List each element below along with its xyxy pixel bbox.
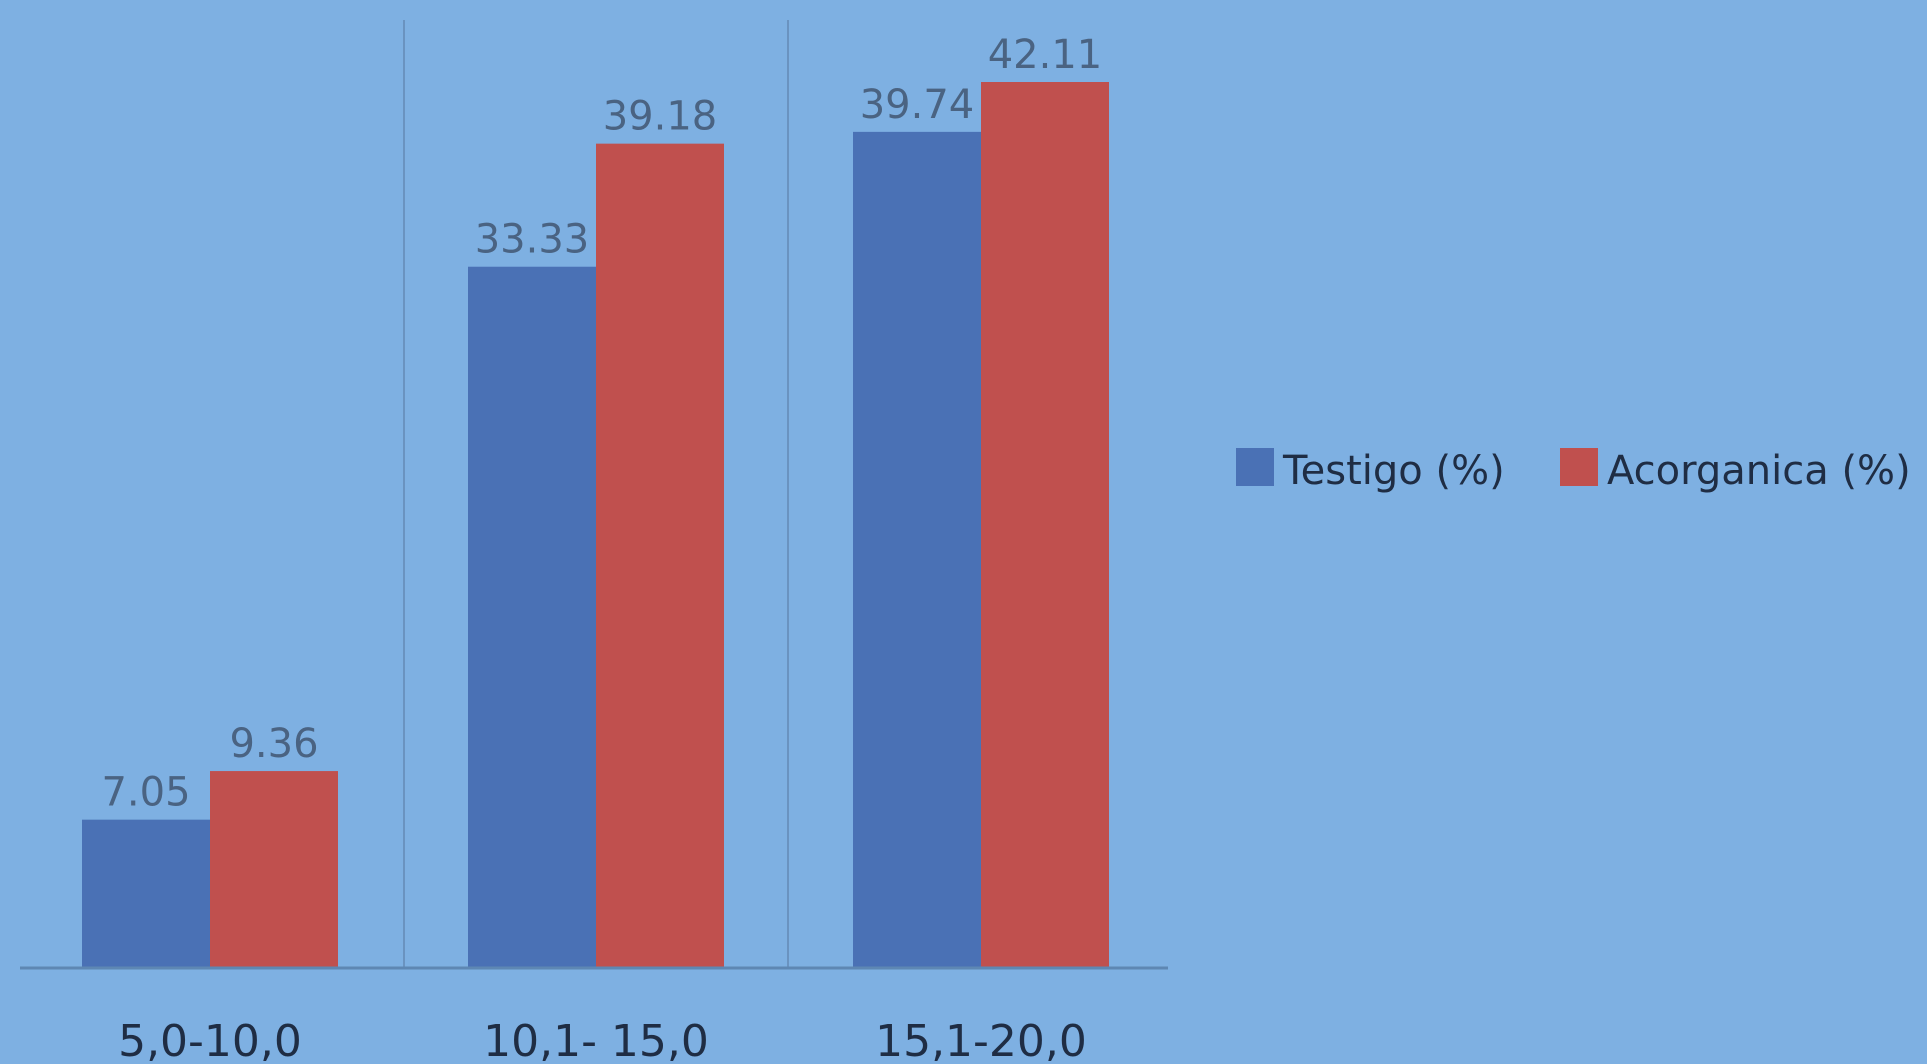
bar-testigo-0 <box>82 819 210 968</box>
legend-label-testigo: Testigo (%) <box>1282 448 1505 494</box>
category-label-2: 15,1-20,0 <box>875 1016 1087 1064</box>
bar-testigo-1 <box>468 266 596 968</box>
bars-group <box>82 82 1109 968</box>
legend: Testigo (%) Acorganica (%) <box>1236 448 1911 494</box>
bar-acorganica-0 <box>210 771 338 968</box>
bar-acorganica-1 <box>596 143 724 968</box>
data-label-acorganica-2: 42.11 <box>988 32 1103 78</box>
legend-swatch-testigo <box>1236 448 1274 486</box>
bar-testigo-2 <box>853 131 981 968</box>
category-label-0: 5,0-10,0 <box>118 1016 302 1064</box>
data-label-testigo-1: 33.33 <box>475 217 590 263</box>
data-label-testigo-0: 7.05 <box>101 770 190 816</box>
legend-label-acorganica: Acorganica (%) <box>1607 448 1911 494</box>
category-labels-group: 5,0-10,0 10,1- 15,0 15,1-20,0 <box>118 1016 1087 1064</box>
data-label-testigo-2: 39.74 <box>860 82 975 128</box>
legend-swatch-acorganica <box>1560 448 1598 486</box>
data-labels-group: 7.05 9.36 33.33 39.18 39.74 42.11 <box>101 32 1102 816</box>
data-label-acorganica-1: 39.18 <box>603 94 718 140</box>
data-label-acorganica-0: 9.36 <box>229 721 318 767</box>
category-label-1: 10,1- 15,0 <box>483 1016 709 1064</box>
bar-acorganica-2 <box>981 82 1109 968</box>
